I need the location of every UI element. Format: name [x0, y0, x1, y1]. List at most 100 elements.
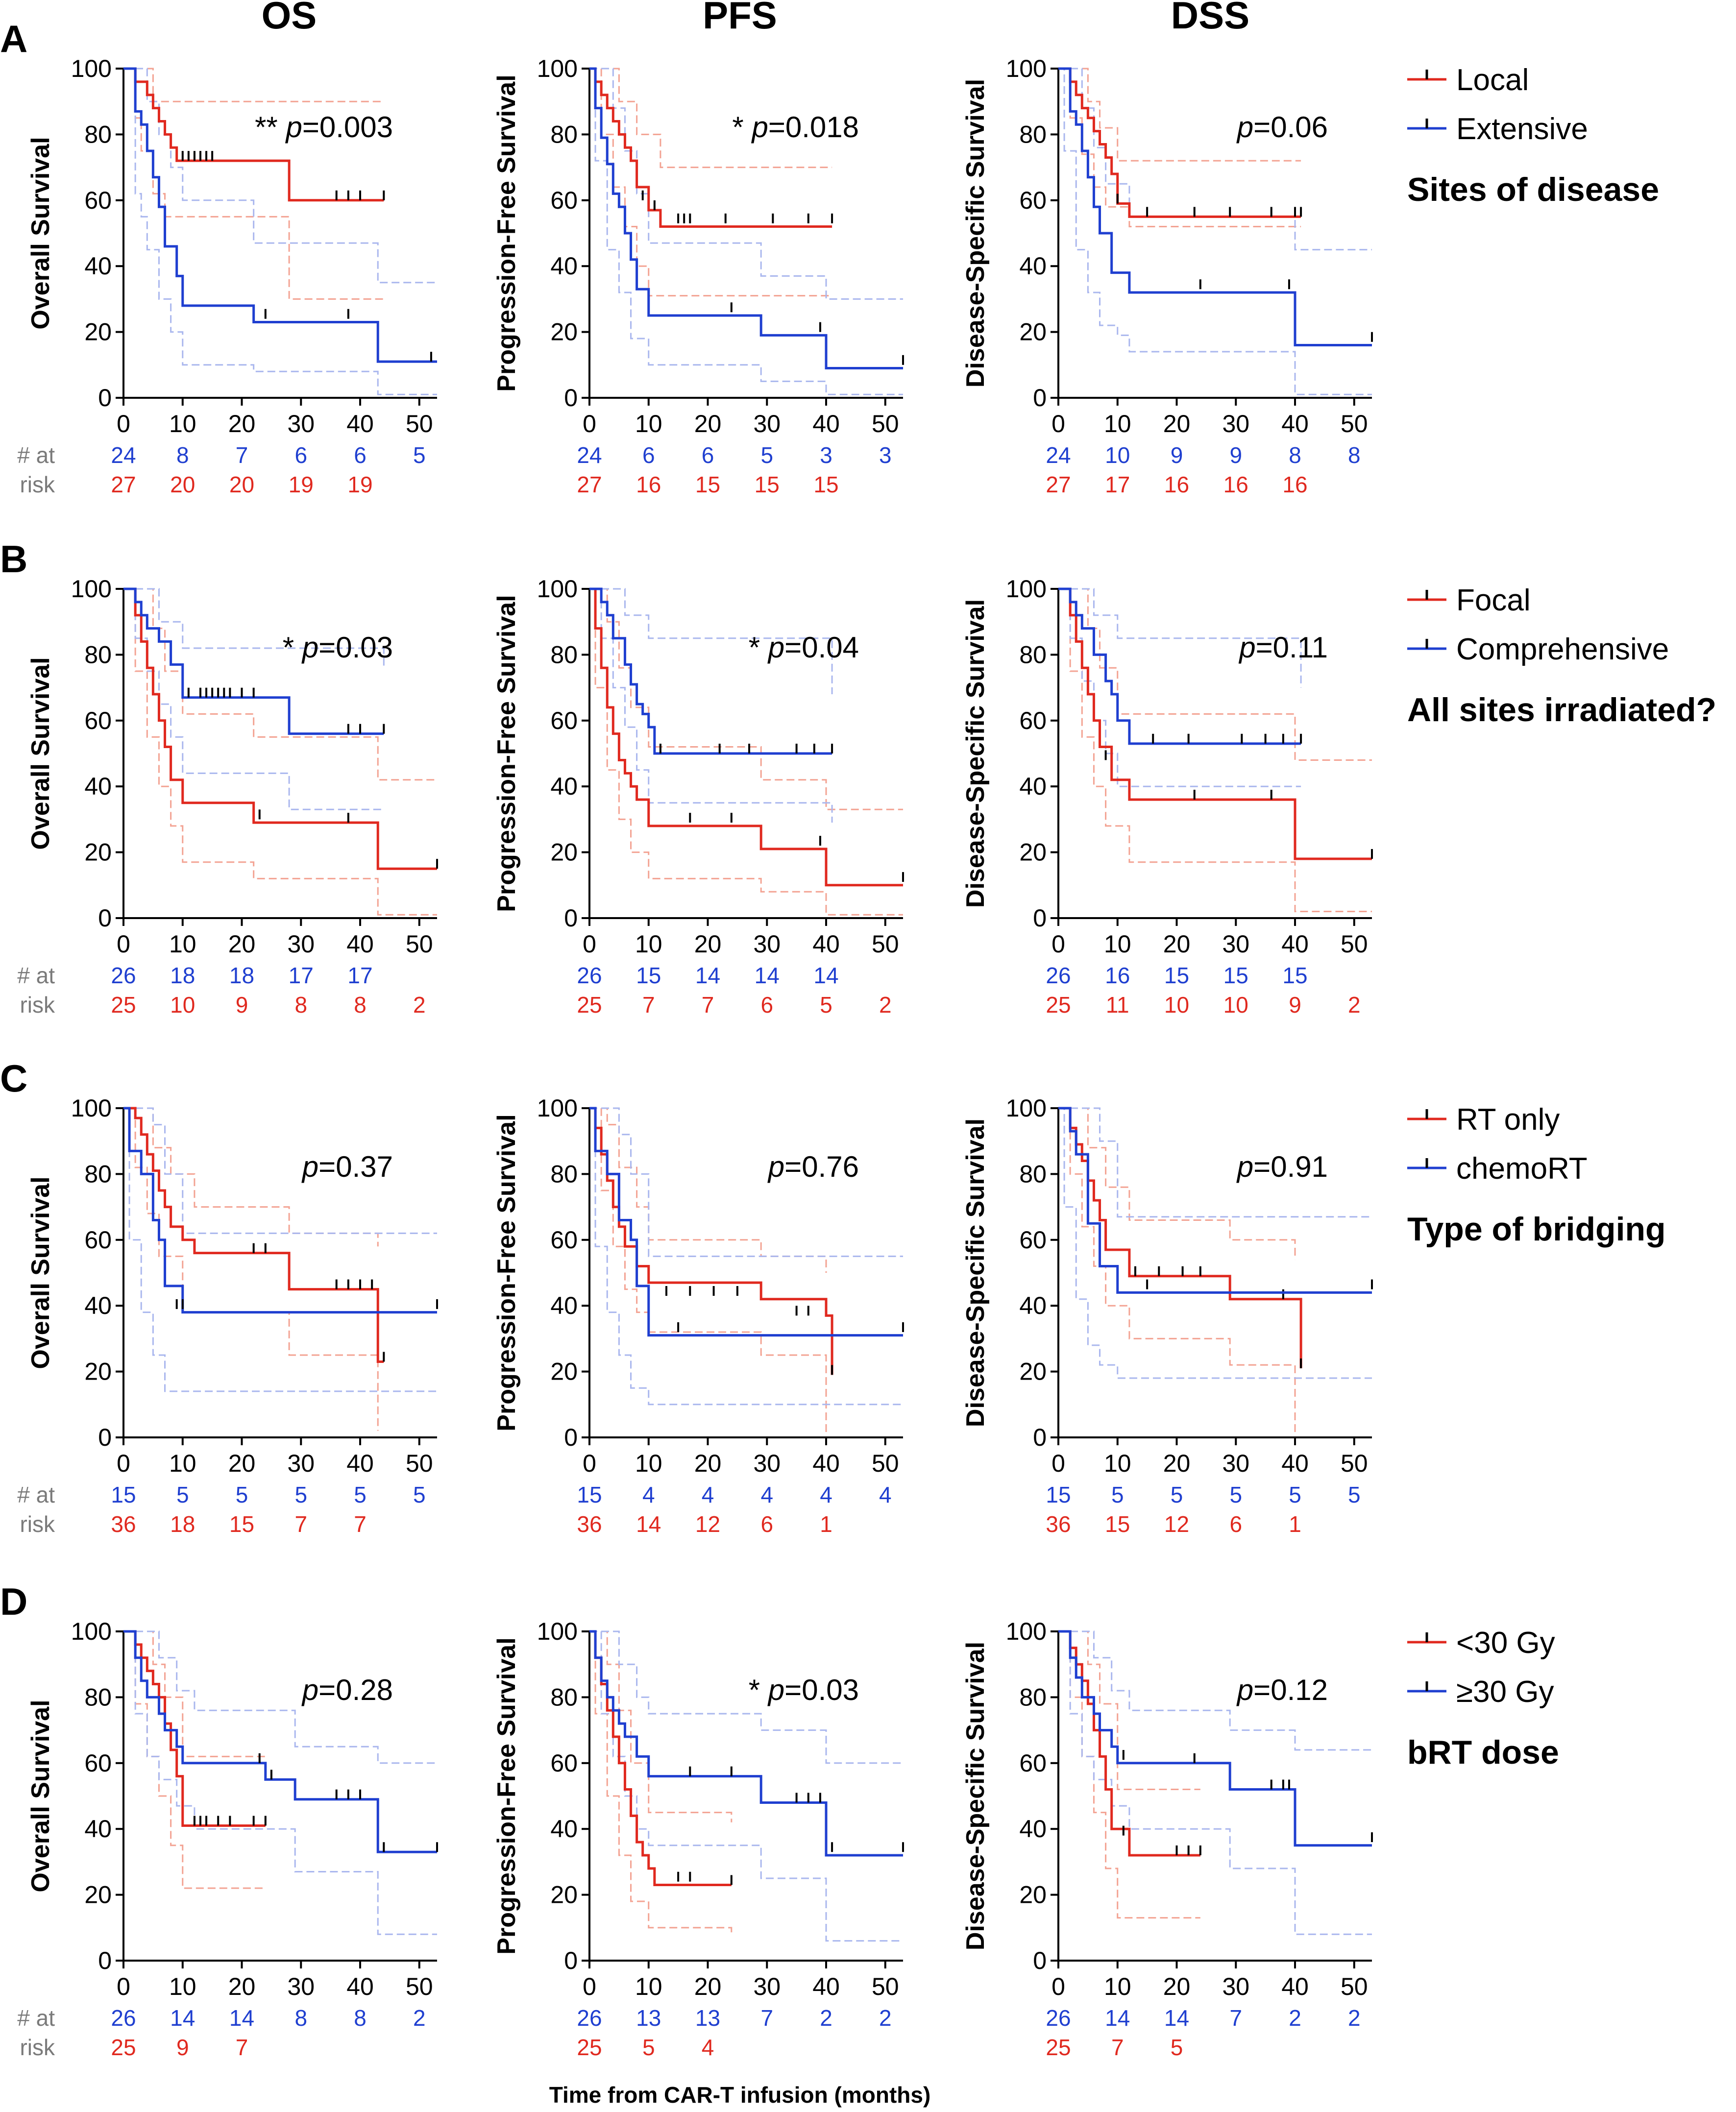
risk-count-blue: 8	[176, 442, 189, 468]
risk-count-blue: 6	[354, 442, 367, 468]
risk-count-red: 5	[642, 2035, 655, 2060]
y-axis-label: Progression-Free Survival	[492, 1114, 521, 1431]
risk-count-blue: 14	[1164, 2005, 1189, 2031]
risk-count-red: 25	[1046, 992, 1071, 1018]
y-tick-label: 0	[98, 904, 112, 932]
risk-count-red: 9	[1289, 992, 1301, 1018]
survival-curve-red	[1058, 67, 1301, 218]
risk-count-blue: 13	[695, 2005, 720, 2031]
risk-count-blue: 5	[413, 1482, 426, 1507]
column-title-pfs: PFS	[703, 0, 777, 37]
risk-count-blue: 7	[760, 2005, 773, 2031]
y-tick-label: 60	[550, 187, 578, 214]
row-A: A Local Extensive Sites of disease Overall S…	[0, 17, 1659, 497]
ci-band-lower-red	[1058, 588, 1372, 913]
survival-curve-red	[1058, 587, 1372, 860]
y-tick-label: 20	[84, 318, 112, 346]
p-value-symbol: p	[1236, 1674, 1253, 1706]
ci-band-lower-blue	[589, 68, 903, 395]
risk-label: # at	[17, 963, 55, 988]
p-value: p=0.91	[1236, 1150, 1328, 1183]
risk-count-red: 1	[1289, 1511, 1301, 1537]
row-title: All sites irradiated?	[1407, 691, 1716, 728]
p-value-number: =0.37	[318, 1150, 393, 1183]
x-tick-label: 10	[169, 1450, 196, 1477]
y-tick-label: 100	[71, 55, 112, 82]
p-value-number: =0.03	[318, 631, 393, 664]
survival-curve-red	[123, 1107, 384, 1363]
p-value: p=0.12	[1236, 1674, 1328, 1706]
y-tick-label: 100	[537, 1094, 578, 1122]
risk-count-red: 27	[1046, 472, 1071, 497]
survival-curve-red	[123, 587, 437, 870]
y-tick-label: 100	[1006, 1618, 1047, 1645]
p-value: p=0.28	[301, 1674, 393, 1706]
survival-curve-blue	[589, 67, 903, 370]
risk-count-blue: 14	[755, 963, 780, 988]
column-title-os: OS	[262, 0, 317, 37]
x-tick-label: 50	[406, 1973, 433, 2000]
risk-count-red: 2	[879, 992, 892, 1018]
ci-band-upper-red	[123, 68, 384, 102]
y-tick-label: 0	[1033, 1424, 1047, 1451]
risk-count-red: 15	[755, 472, 780, 497]
y-tick-label: 100	[1006, 55, 1047, 82]
p-value-number: =0.03	[784, 1674, 859, 1706]
y-tick-label: 0	[564, 1424, 578, 1451]
x-tick-label: 30	[287, 1450, 315, 1477]
ci-band-upper-red	[589, 68, 832, 169]
x-tick-label: 50	[872, 1450, 899, 1477]
row-letter: C	[0, 1057, 27, 1100]
x-tick-label: 40	[346, 410, 374, 437]
risk-count-red: 18	[170, 1511, 195, 1537]
x-tick-label: 40	[812, 1973, 840, 2000]
legend-entry: Comprehensive	[1407, 632, 1669, 666]
ci-band-lower-red	[589, 1107, 827, 1434]
ci-band-lower-blue	[589, 1107, 903, 1406]
risk-count-blue: 5	[1348, 1482, 1361, 1507]
risk-count-red: 7	[702, 992, 714, 1018]
row-title: Type of bridging	[1407, 1211, 1666, 1248]
risk-count-blue: 26	[1046, 2005, 1071, 2031]
x-tick-label: 40	[346, 930, 374, 958]
x-tick-label: 50	[872, 1973, 899, 2000]
y-tick-label: 0	[98, 1947, 112, 1974]
risk-count-red: 15	[1105, 1511, 1130, 1537]
risk-count-red: 15	[229, 1511, 254, 1537]
y-tick-label: 20	[84, 839, 112, 866]
x-tick-label: 50	[1341, 410, 1368, 437]
panel-B-DSS: Disease-Specific Survival 0 20 40 60 80 100 0 10…	[961, 575, 1373, 1018]
x-tick-label: 10	[1104, 410, 1131, 437]
risk-count-red: 7	[294, 1511, 307, 1537]
p-value-number: =0.76	[784, 1150, 859, 1183]
ci-band-lower-red	[123, 68, 384, 300]
risk-count-blue: 26	[577, 2005, 602, 2031]
ci-band-upper-blue	[1058, 588, 1302, 688]
p-value: * p=0.03	[283, 631, 393, 664]
x-tick-label: 0	[583, 1973, 596, 2000]
risk-count-red: 19	[289, 472, 314, 497]
legend-label: chemoRT	[1456, 1152, 1588, 1186]
risk-count-blue: 2	[413, 2005, 426, 2031]
x-tick-label: 20	[1163, 1973, 1191, 2000]
y-tick-label: 60	[550, 707, 578, 734]
risk-count-blue: 2	[1289, 2005, 1301, 2031]
risk-count-red: 11	[1106, 992, 1129, 1018]
y-tick-label: 100	[1006, 1094, 1047, 1122]
y-axis-label: Disease-Specific Survival	[961, 1642, 990, 1950]
y-tick-label: 40	[1019, 773, 1047, 800]
legend-label: <30 Gy	[1456, 1626, 1555, 1660]
risk-count-blue: 5	[413, 442, 426, 468]
ci-band-lower-red	[1058, 1630, 1200, 1919]
ci-band-upper-blue	[123, 1630, 437, 1764]
risk-count-blue: 2	[879, 2005, 892, 2031]
risk-count-blue: 15	[1046, 1482, 1071, 1507]
y-axis-label: Progression-Free Survival	[492, 595, 521, 912]
ci-band-upper-blue	[123, 588, 385, 668]
y-tick-label: 60	[84, 1226, 112, 1254]
x-tick-label: 30	[753, 930, 781, 958]
risk-count-red: 1	[820, 1511, 832, 1537]
ci-band-upper-blue	[589, 588, 833, 695]
risk-count-red: 6	[1229, 1511, 1242, 1537]
risk-count-red: 7	[1111, 2035, 1124, 2060]
